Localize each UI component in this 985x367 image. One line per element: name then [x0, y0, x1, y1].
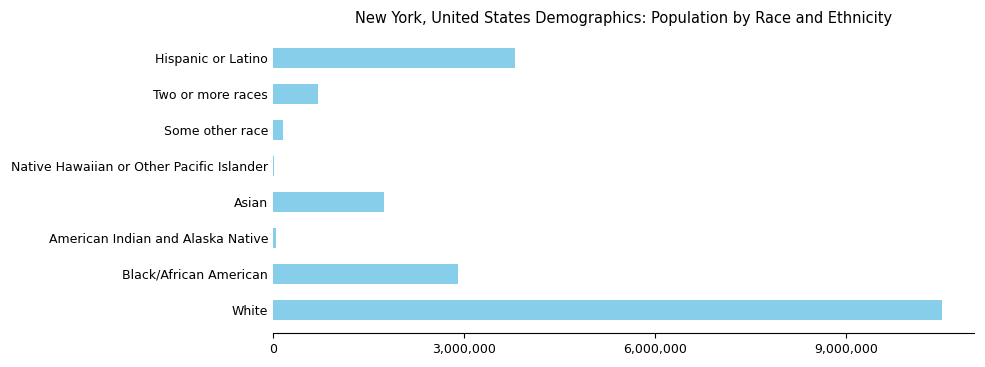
Bar	[273, 84, 317, 103]
Bar	[273, 264, 458, 284]
Title: New York, United States Demographics: Population by Race and Ethnicity: New York, United States Demographics: Po…	[355, 11, 892, 26]
Bar	[273, 228, 276, 248]
Bar	[273, 48, 515, 68]
Bar	[273, 192, 384, 212]
Bar	[273, 300, 942, 320]
Bar	[273, 120, 283, 139]
